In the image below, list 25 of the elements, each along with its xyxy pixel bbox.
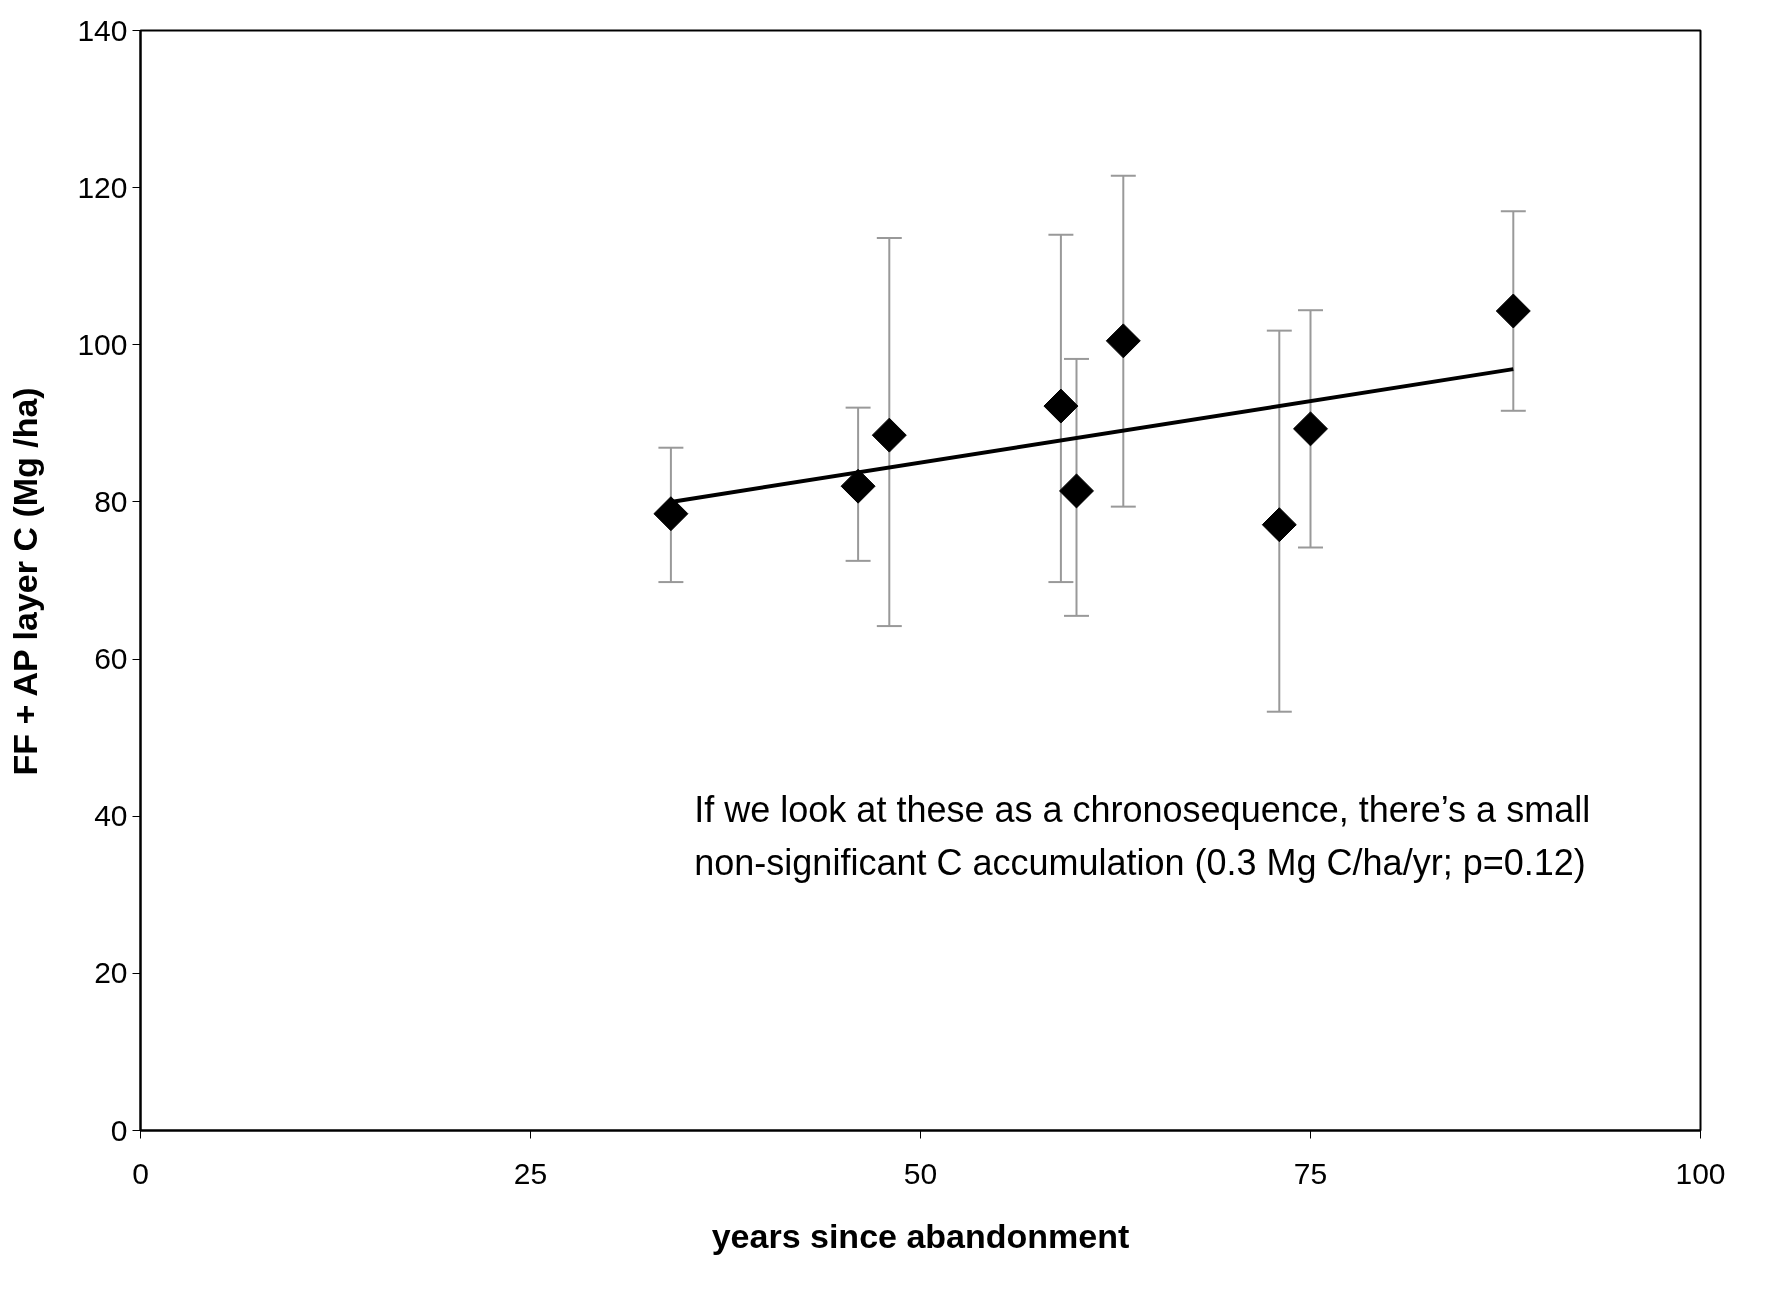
point <box>1059 473 1094 509</box>
x-tick-label: 50 <box>903 1156 938 1190</box>
annotation: If we look at these as a chronosequence, there’s a small non-significant C accumulation (0.3 Mg C/ha/yr; p=0.12) <box>694 788 1591 883</box>
point <box>840 468 876 504</box>
x-tick-label: 0 <box>132 1156 149 1190</box>
point <box>653 496 689 532</box>
y-tick-label: 40 <box>94 799 128 833</box>
x-tick-label: 75 <box>1293 1156 1328 1190</box>
x-tick-label: 100 <box>1675 1156 1726 1190</box>
y-tick-label: 100 <box>77 327 128 361</box>
point <box>1495 293 1531 329</box>
y-tick-label: 120 <box>77 170 128 204</box>
point <box>1105 323 1141 359</box>
point <box>1293 411 1328 447</box>
x-axis-title: years since abandonment <box>711 1216 1130 1255</box>
x-tick-label: 25 <box>513 1156 548 1190</box>
y-tick-label: 20 <box>94 956 128 990</box>
y-tick-label: 0 <box>110 1113 128 1147</box>
point <box>871 417 907 453</box>
y-tick-label: 80 <box>94 484 128 518</box>
point <box>1261 507 1297 543</box>
y-tick-label: 140 <box>77 13 128 47</box>
point <box>1043 388 1079 424</box>
y-tick-label: 60 <box>94 642 128 676</box>
y-axis-title: FF + AP layer C (Mg /ha) <box>6 387 45 776</box>
